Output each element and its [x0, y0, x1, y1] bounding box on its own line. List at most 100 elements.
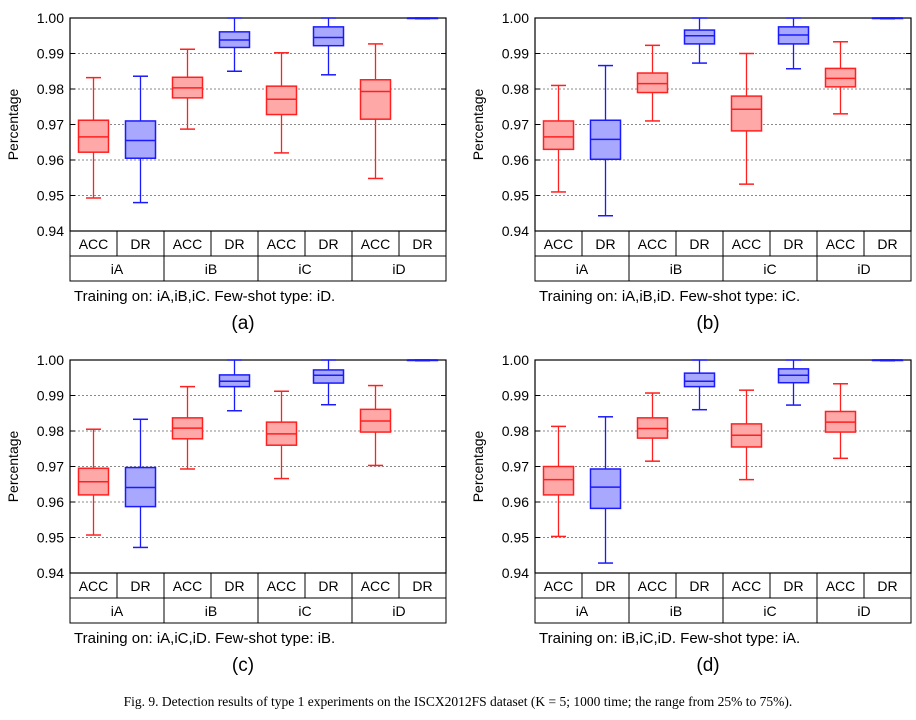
y-tick-label: 1.00 — [502, 352, 529, 368]
box-iB-DR — [218, 17, 251, 72]
metric-label: DR — [224, 578, 244, 594]
box-iD-ACC — [359, 384, 392, 467]
y-tick-label: 0.97 — [37, 117, 64, 133]
group-label: iD — [392, 603, 405, 619]
box-iA-DR — [589, 64, 622, 217]
y-tick-label: 0.96 — [37, 152, 64, 168]
panel-label: (a) — [231, 313, 254, 334]
panel-d: 0.94 0.95 0.96 0.97 0.98 0.99 1.00 Percentage AC… — [470, 352, 912, 676]
panel-subtitle: Training on: iA,iB,iD. Few-shot type: iC… — [539, 288, 800, 305]
metric-label: ACC — [732, 578, 762, 594]
group-label: iA — [111, 603, 124, 619]
box-iC-ACC — [265, 390, 298, 480]
group-label: iC — [298, 603, 311, 619]
y-tick-label: 0.98 — [502, 423, 529, 439]
box-iC-ACC — [730, 52, 763, 185]
box-iD-DR — [871, 17, 904, 20]
box-iD-DR — [406, 359, 439, 362]
box-iqr — [124, 120, 157, 159]
metric-label: DR — [412, 236, 432, 252]
y-tick-label: 1.00 — [502, 10, 529, 26]
y-tick-label: 0.95 — [37, 188, 64, 204]
box-iqr — [589, 468, 622, 510]
y-tick-label: 0.99 — [502, 388, 529, 404]
box-iB-ACC — [171, 48, 204, 130]
y-tick-label: 0.97 — [502, 459, 529, 475]
box-iC-DR — [312, 359, 345, 406]
metric-label: ACC — [173, 578, 203, 594]
y-axis-label: Percentage — [5, 430, 21, 502]
box-iC-DR — [312, 17, 345, 76]
box-iqr — [636, 72, 669, 94]
box-iA-DR — [589, 416, 622, 564]
metric-label: ACC — [826, 578, 856, 594]
group-label: iA — [576, 261, 589, 277]
box-iqr — [265, 85, 298, 116]
panel-label: (c) — [232, 655, 254, 676]
box-iD-DR — [406, 17, 439, 20]
panel-label: (b) — [696, 313, 719, 334]
panel-label: (d) — [696, 655, 719, 676]
box-iA-ACC — [77, 76, 110, 199]
y-axis-label: Percentage — [470, 88, 486, 160]
group-label: iD — [857, 603, 870, 619]
box-iB-ACC — [636, 44, 669, 122]
box-iD-DR — [871, 359, 904, 362]
metric-label: DR — [783, 578, 803, 594]
group-label: iB — [205, 261, 217, 277]
metric-label: ACC — [267, 578, 297, 594]
group-label: iB — [670, 261, 682, 277]
box-iD-ACC — [824, 383, 857, 460]
y-tick-label: 0.99 — [502, 46, 529, 62]
box-iC-ACC — [730, 389, 763, 481]
panel-c: 0.94 0.95 0.96 0.97 0.98 0.99 1.00 Percentage AC… — [5, 352, 447, 676]
box-iqr — [730, 95, 763, 132]
box-iD-ACC — [359, 43, 392, 180]
box-iB-ACC — [636, 392, 669, 462]
y-tick-label: 0.99 — [37, 388, 64, 404]
box-iB-ACC — [171, 385, 204, 470]
y-tick-label: 0.99 — [37, 46, 64, 62]
y-tick-label: 0.94 — [502, 565, 529, 581]
y-tick-label: 0.96 — [502, 494, 529, 510]
metric-label: ACC — [79, 236, 109, 252]
metric-label: DR — [130, 236, 150, 252]
metric-label: DR — [877, 578, 897, 594]
metric-label: ACC — [638, 236, 668, 252]
panel-subtitle: Training on: iA,iC,iD. Few-shot type: iB… — [74, 630, 335, 647]
y-tick-label: 1.00 — [37, 352, 64, 368]
metric-label: DR — [689, 578, 709, 594]
box-iqr — [542, 465, 575, 496]
y-tick-label: 0.95 — [502, 530, 529, 546]
box-iA-DR — [124, 418, 157, 549]
y-tick-label: 0.98 — [502, 81, 529, 97]
box-iD-ACC — [824, 41, 857, 115]
y-tick-label: 0.96 — [502, 152, 529, 168]
box-iA-ACC — [542, 425, 575, 538]
group-label: iC — [763, 261, 776, 277]
y-tick-label: 0.96 — [37, 494, 64, 510]
y-tick-label: 0.97 — [37, 459, 64, 475]
panel-subtitle: Training on: iB,iC,iD. Few-shot type: iA… — [539, 630, 800, 647]
box-iqr — [312, 26, 345, 47]
group-label: iC — [298, 261, 311, 277]
group-label: iA — [111, 261, 124, 277]
metric-label: ACC — [826, 236, 856, 252]
panel-subtitle: Training on: iA,iB,iC. Few-shot type: iD… — [74, 288, 335, 305]
metric-label: DR — [689, 236, 709, 252]
metric-label: ACC — [361, 236, 391, 252]
y-tick-label: 0.97 — [502, 117, 529, 133]
y-tick-label: 0.98 — [37, 423, 64, 439]
metric-label: ACC — [173, 236, 203, 252]
metric-label: DR — [318, 578, 338, 594]
box-iB-DR — [683, 17, 716, 64]
box-iB-DR — [683, 359, 716, 411]
box-iA-DR — [124, 75, 157, 204]
y-axis-label: Percentage — [470, 430, 486, 502]
group-label: iD — [857, 261, 870, 277]
box-iqr — [683, 29, 716, 45]
box-iqr — [683, 372, 716, 388]
metric-label: ACC — [267, 236, 297, 252]
group-label: iB — [205, 603, 217, 619]
